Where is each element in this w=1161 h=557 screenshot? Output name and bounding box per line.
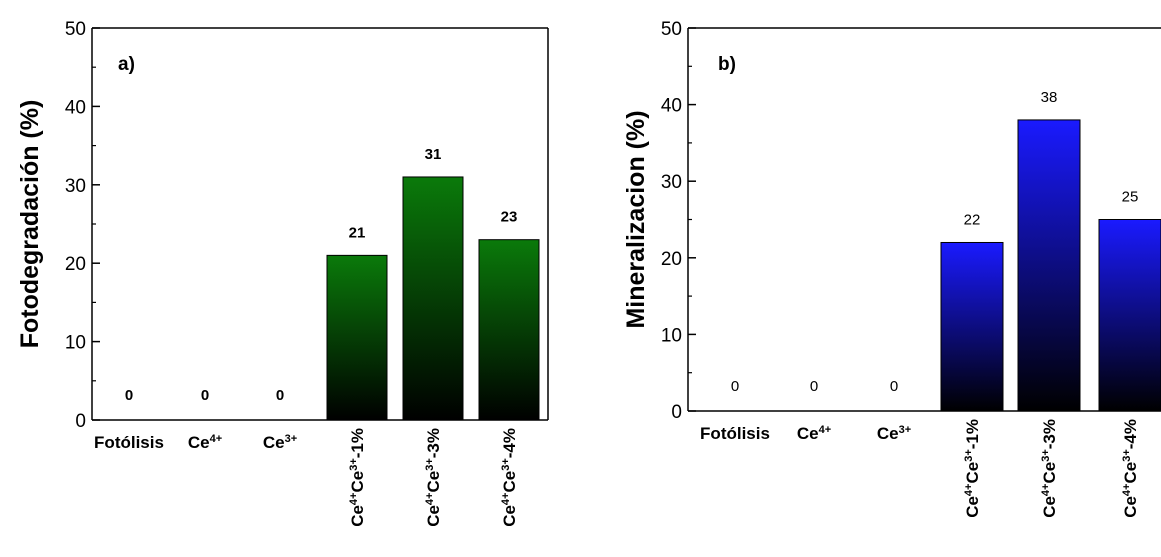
y-tick-label: 10 — [661, 325, 682, 346]
bar-4 — [326, 254, 388, 421]
x-tick-label: Ce3+ — [877, 424, 911, 443]
bar-value-label: 25 — [1122, 189, 1139, 206]
bar-6 — [1098, 219, 1161, 412]
bar-value-label: 21 — [349, 224, 366, 241]
bar-4 — [940, 241, 1004, 412]
x-tick-label: Ce4+Ce3+-4% — [500, 428, 519, 527]
bar-value-label: 38 — [1041, 89, 1058, 106]
x-tick-label: Fotólisis — [94, 433, 164, 452]
bar-5 — [402, 176, 464, 421]
y-tick-label: 50 — [65, 19, 86, 40]
x-tick-label: Ce4+ — [797, 424, 831, 443]
x-tick-label: Fotólisis — [700, 424, 770, 443]
bar-value-label: 22 — [964, 211, 981, 228]
x-tick-label: Ce4+Ce3+-3% — [1040, 419, 1059, 518]
x-tick-label: Ce4+ — [188, 433, 222, 452]
bar-value-label: 0 — [890, 378, 898, 395]
y-tick-label: 0 — [671, 402, 682, 423]
panel-label: a) — [118, 54, 135, 75]
chart-panel-b: 0 0 0 22 38 25 0 10 20 30 40 50 Mineralizacion (%) b)… — [622, 19, 1161, 518]
y-tick-label: 50 — [661, 19, 682, 40]
x-tick-label: Ce4+Ce3+-1% — [963, 419, 982, 518]
y-axis-title: Fotodegradación (%) — [16, 100, 44, 349]
y-tick-label: 20 — [661, 249, 682, 270]
bar-6 — [478, 239, 540, 421]
bar-value-label: 0 — [125, 387, 133, 404]
y-tick-label: 40 — [661, 96, 682, 117]
bar-value-label: 0 — [276, 387, 284, 404]
bar-5 — [1017, 119, 1081, 412]
y-tick-label: 0 — [75, 411, 86, 432]
x-tick-label: Ce4+Ce3+-1% — [348, 428, 367, 527]
x-tick-label: Ce4+Ce3+-4% — [1121, 419, 1140, 518]
chart-panel-a: 0 0 0 21 31 23 0 10 20 30 40 50 Fotodegradación (%) a… — [16, 19, 549, 527]
y-tick-label: 10 — [65, 333, 86, 354]
bar-value-label: 23 — [501, 209, 518, 226]
y-tick-label: 30 — [65, 176, 86, 197]
bar-value-label: 0 — [731, 378, 739, 395]
x-tick-label: Ce3+ — [263, 433, 297, 452]
x-tick-label: Ce4+Ce3+-3% — [424, 428, 443, 527]
panel-label: b) — [718, 54, 736, 75]
y-tick-label: 30 — [661, 172, 682, 193]
y-tick-label: 20 — [65, 254, 86, 275]
y-tick-label: 40 — [65, 97, 86, 118]
bar-value-label: 0 — [810, 378, 818, 395]
bar-value-label: 31 — [425, 146, 442, 163]
bar-value-label: 0 — [201, 387, 209, 404]
y-axis-title: Mineralizacion (%) — [622, 110, 650, 328]
